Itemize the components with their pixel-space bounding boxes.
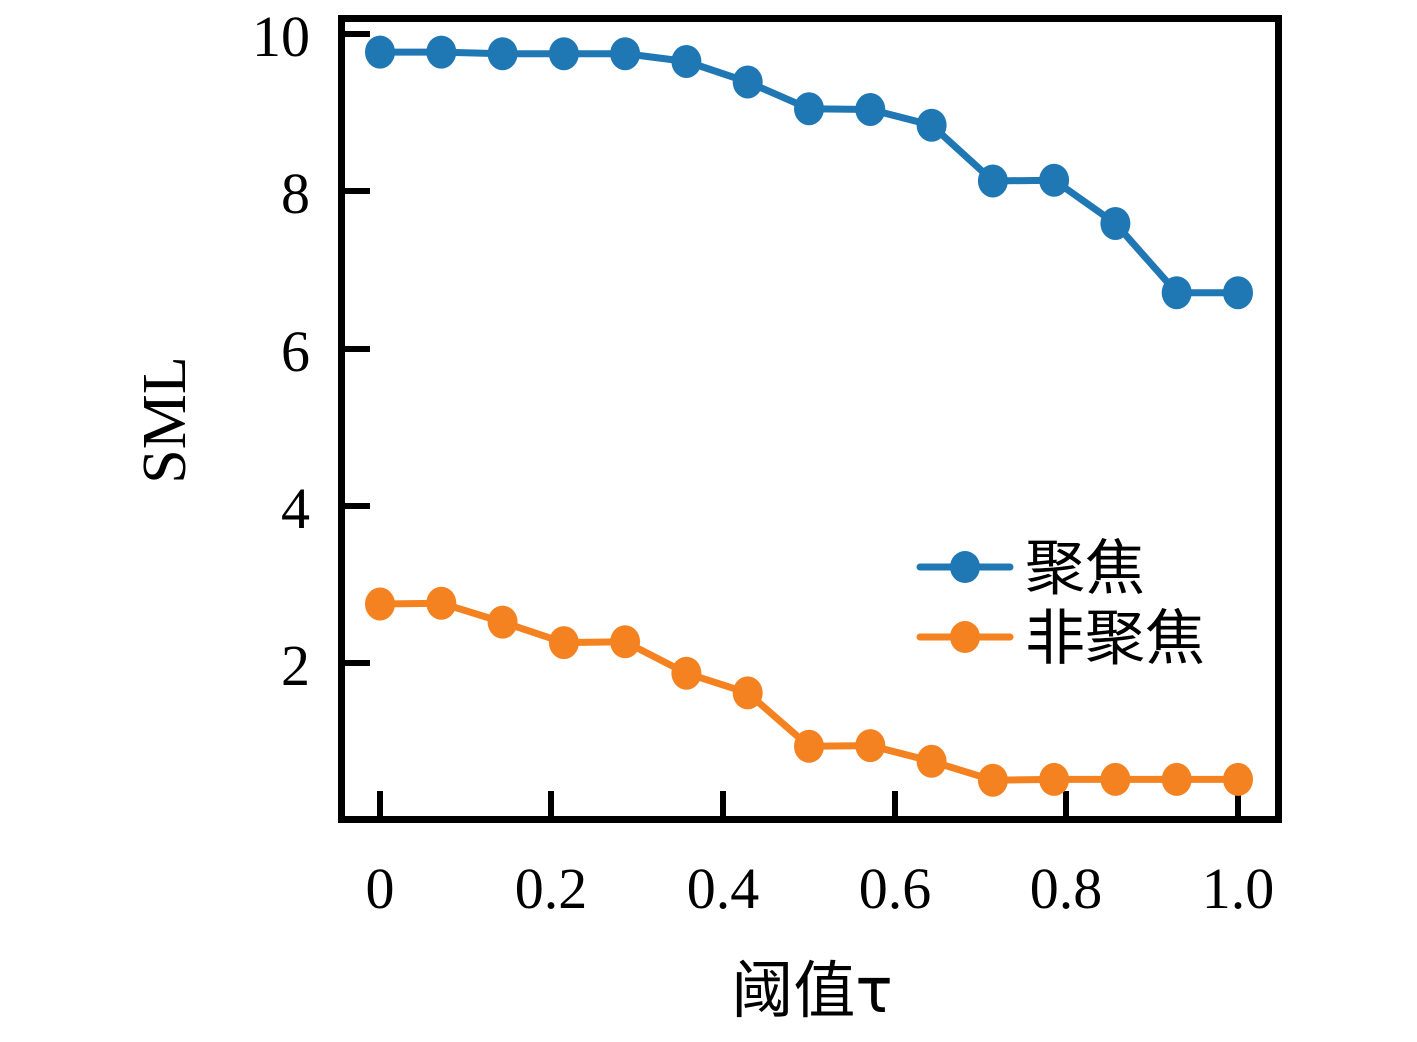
data-point bbox=[916, 108, 947, 142]
y-tick-label-8: 8 bbox=[281, 161, 310, 226]
legend-label-focus: 聚焦 bbox=[1025, 534, 1145, 604]
data-point bbox=[1039, 163, 1070, 197]
data-point bbox=[977, 763, 1008, 797]
x-tick-label-0-8: 0.8 bbox=[1030, 856, 1103, 921]
x-tick-label-0: 0 bbox=[366, 856, 395, 921]
data-point bbox=[671, 656, 702, 690]
data-point bbox=[794, 92, 824, 126]
data-point bbox=[548, 37, 579, 71]
data-point bbox=[1039, 762, 1070, 796]
x-axis-title: 阈值τ bbox=[731, 954, 892, 1027]
data-point bbox=[671, 45, 702, 78]
data-point bbox=[1100, 207, 1131, 240]
data-point bbox=[1223, 762, 1253, 796]
x-tick-label-1-0: 1.0 bbox=[1202, 856, 1275, 921]
y-tick-label-10: 10 bbox=[252, 4, 310, 69]
data-series-group bbox=[365, 35, 1253, 797]
data-point bbox=[1223, 276, 1253, 310]
data-point bbox=[977, 164, 1008, 198]
data-point bbox=[487, 605, 518, 639]
y-tick-marks bbox=[341, 31, 370, 666]
y-tick-label-6: 6 bbox=[281, 319, 310, 384]
data-point bbox=[732, 65, 763, 99]
y-axis-title: SML bbox=[131, 356, 199, 483]
legend-item-focus[interactable]: 聚焦 bbox=[916, 534, 1145, 604]
data-point bbox=[487, 37, 518, 71]
data-point bbox=[426, 586, 457, 620]
legend: 聚焦 非聚焦 bbox=[916, 534, 1205, 674]
data-point bbox=[426, 35, 457, 69]
y-tick-label-2: 2 bbox=[281, 633, 310, 698]
plot-area-background bbox=[338, 15, 1282, 823]
data-point bbox=[610, 37, 641, 71]
legend-item-non-focus[interactable]: 非聚焦 bbox=[916, 604, 1205, 674]
data-point bbox=[1161, 276, 1192, 310]
data-point bbox=[1100, 762, 1131, 796]
data-point bbox=[548, 626, 579, 660]
y-tick-label-4: 4 bbox=[281, 476, 310, 541]
x-tick-label-0-4: 0.4 bbox=[687, 856, 760, 921]
data-point bbox=[916, 744, 947, 778]
data-point bbox=[1161, 762, 1192, 796]
x-tick-label-0-6: 0.6 bbox=[859, 856, 932, 921]
legend-label-non-focus: 非聚焦 bbox=[1025, 604, 1205, 674]
data-point bbox=[855, 93, 886, 126]
data-point bbox=[732, 676, 763, 710]
data-point bbox=[365, 587, 395, 621]
data-point bbox=[855, 729, 886, 763]
data-point bbox=[365, 35, 395, 69]
data-point bbox=[794, 729, 824, 763]
x-tick-label-0-2: 0.2 bbox=[515, 856, 588, 921]
data-point bbox=[610, 625, 641, 659]
axis-frame bbox=[338, 15, 1282, 823]
